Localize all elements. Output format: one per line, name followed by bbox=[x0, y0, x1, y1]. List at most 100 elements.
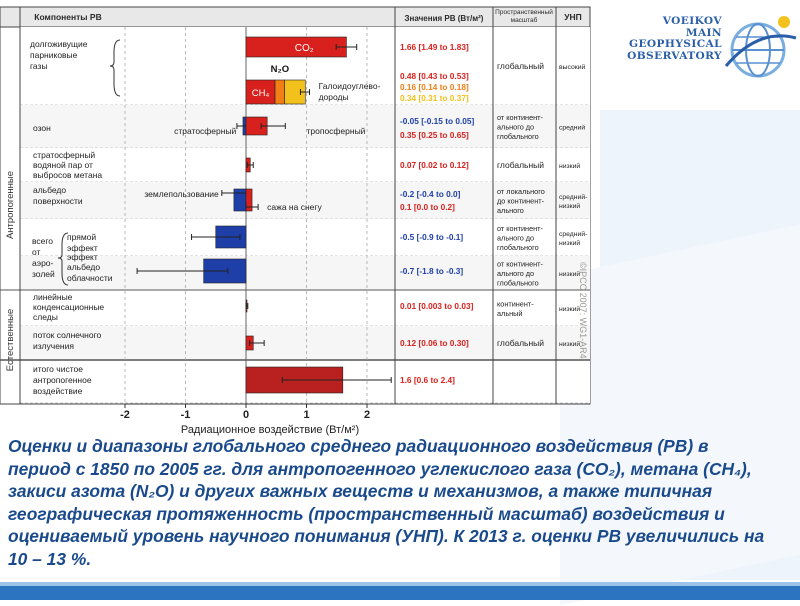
caption-text: Оценки и диапазоны глобального среднего … bbox=[8, 436, 765, 569]
x-tick-label: 0 bbox=[243, 409, 249, 421]
lou-text: низкий bbox=[559, 202, 580, 210]
annotation-stratospheric: стратосферный bbox=[174, 126, 236, 136]
logo-line: GEOPHYSICAL bbox=[629, 38, 722, 50]
bar-label-co2: CO₂ bbox=[295, 43, 314, 54]
lou-text: высокий bbox=[559, 63, 586, 71]
spatial-scale-text: от континент- bbox=[497, 113, 544, 122]
row-background bbox=[20, 105, 590, 148]
spatial-scale-text: от локального bbox=[497, 187, 545, 196]
annotation-land-use: землепользование bbox=[144, 189, 219, 199]
lou-text: низкий bbox=[559, 340, 580, 348]
spatial-scale-text: глобального bbox=[497, 132, 539, 141]
bar-label-halocarbons: Галоидоуглево- bbox=[319, 81, 381, 91]
x-tick-label: 2 bbox=[364, 409, 370, 421]
bottom-band bbox=[0, 586, 800, 600]
rf-value-text: -0.7 [-1.8 to -0.3] bbox=[400, 266, 463, 276]
x-tick-label: 1 bbox=[303, 409, 309, 421]
lou-text: средний- bbox=[559, 193, 587, 201]
spatial-scale-text: глобального bbox=[497, 243, 539, 252]
rf-value-text: 0.07 [0.02 to 0.12] bbox=[400, 160, 469, 170]
x-tick-label: -1 bbox=[181, 409, 191, 421]
rf-value-text: 0.12 [0.06 to 0.30] bbox=[400, 338, 469, 348]
row-label: эффект bbox=[67, 243, 98, 253]
logo-line: MAIN bbox=[685, 26, 722, 39]
spatial-scale-text: альный bbox=[497, 309, 522, 318]
row-background bbox=[20, 219, 590, 256]
rf-value-text: 0.34 [0.31 to 0.37] bbox=[400, 93, 469, 103]
lou-text: средний bbox=[559, 124, 585, 132]
lou-text: низкий bbox=[559, 162, 580, 170]
row-label: выбросов метана bbox=[33, 170, 102, 180]
bar-ch4 bbox=[245, 79, 276, 105]
aerosol-group-label: от bbox=[32, 247, 41, 257]
annotation-soot-snow: сажа на снегу bbox=[267, 202, 322, 212]
rf-value-text: 0.16 [0.14 to 0.18] bbox=[400, 82, 469, 92]
aerosol-group-label: золей bbox=[32, 269, 55, 279]
row-label: излучения bbox=[33, 341, 74, 351]
group-label-natural: Естественные bbox=[5, 309, 16, 371]
rf-value-text: -0.5 [-0.9 to -0.1] bbox=[400, 232, 463, 242]
bar-label-n2o: N₂O bbox=[271, 64, 289, 75]
rf-value-text: 1.66 [1.49 to 1.83] bbox=[400, 42, 469, 52]
header-values: Значения РВ (Вт/м²) bbox=[405, 14, 484, 23]
lou-text: низкий bbox=[559, 305, 580, 313]
row-label: следы bbox=[33, 312, 58, 322]
row-label: поверхности bbox=[33, 196, 83, 206]
group-label-anthropogenic: Антропогенные bbox=[5, 171, 16, 239]
row-label: поток солнечного bbox=[33, 330, 101, 340]
row-label: долгоживущие bbox=[30, 39, 88, 49]
spatial-scale-text: от континент- bbox=[497, 224, 544, 233]
bar-label-halocarbons: дороды bbox=[319, 92, 349, 102]
spatial-scale-text: до континент- bbox=[497, 197, 545, 206]
logo-line: VOEIKOV bbox=[662, 15, 722, 27]
spatial-scale-text: глобальный bbox=[497, 338, 544, 348]
row-label: облачности bbox=[67, 273, 113, 283]
spatial-scale-text: ального до bbox=[497, 234, 534, 243]
logo-text: VOEIKOV MAIN GEOPHYSICAL OBSERVATORY bbox=[618, 15, 722, 62]
spatial-scale-text: ального bbox=[497, 206, 524, 215]
header-scale: Пространственный bbox=[495, 8, 553, 16]
header-lou: УНП bbox=[564, 12, 582, 22]
row-background bbox=[20, 148, 590, 182]
rf-value-text: -0.05 [-0.15 to 0.05] bbox=[400, 116, 474, 126]
row-label: линейные bbox=[33, 292, 73, 302]
bar-n2o bbox=[274, 79, 286, 105]
rf-value-text: 0.35 [0.25 to 0.65] bbox=[400, 130, 469, 140]
row-label: альбедо bbox=[33, 185, 66, 195]
row-label: эффект bbox=[67, 252, 98, 262]
lou-text: низкий bbox=[559, 270, 580, 278]
row-background bbox=[20, 182, 590, 219]
header-components: Компоненты РВ bbox=[34, 12, 101, 22]
row-label: итого чистое bbox=[33, 364, 83, 374]
row-label: парниковые bbox=[30, 50, 78, 60]
bar-label-ch4: CH₄ bbox=[252, 88, 270, 99]
spatial-scale-text: глобального bbox=[497, 279, 539, 288]
lou-text: средний- bbox=[559, 230, 587, 238]
row-label: газы bbox=[30, 61, 48, 71]
x-tick-label: -2 bbox=[120, 409, 130, 421]
row-label: озон bbox=[33, 123, 51, 133]
row-label: водяной пар от bbox=[33, 160, 93, 170]
rf-value-text: 0.1 [0.0 to 0.2] bbox=[400, 202, 455, 212]
aerosol-group-label: аэро- bbox=[32, 258, 54, 268]
ghg-brace bbox=[109, 39, 121, 97]
row-background bbox=[20, 326, 590, 360]
row-label: стратосферный bbox=[33, 150, 95, 160]
x-axis-title: Радиационное воздействие (Вт/м²) bbox=[181, 424, 359, 436]
spatial-scale-text: глобальный bbox=[497, 61, 544, 71]
aerosol-brace bbox=[57, 232, 69, 286]
rf-value-text: 0.48 [0.43 to 0.53] bbox=[400, 71, 469, 81]
spatial-scale-text: от континент- bbox=[497, 260, 544, 269]
bottom-band-light bbox=[0, 582, 800, 586]
copyright-note: ©IPCC 2007: WG1-AR4 bbox=[578, 262, 588, 359]
bar-land-use bbox=[233, 188, 247, 212]
row-label: альбедо bbox=[67, 262, 100, 272]
annotation-tropospheric: тропосферный bbox=[307, 126, 366, 136]
row-label: прямой bbox=[67, 232, 96, 242]
row-label: антропогенное bbox=[33, 375, 92, 385]
spatial-scale-text: глобальный bbox=[497, 160, 544, 170]
rf-value-text: 0.01 [0.003 to 0.03] bbox=[400, 301, 474, 311]
lou-text: низкий bbox=[559, 239, 580, 247]
header-scale: масштаб bbox=[511, 16, 538, 24]
